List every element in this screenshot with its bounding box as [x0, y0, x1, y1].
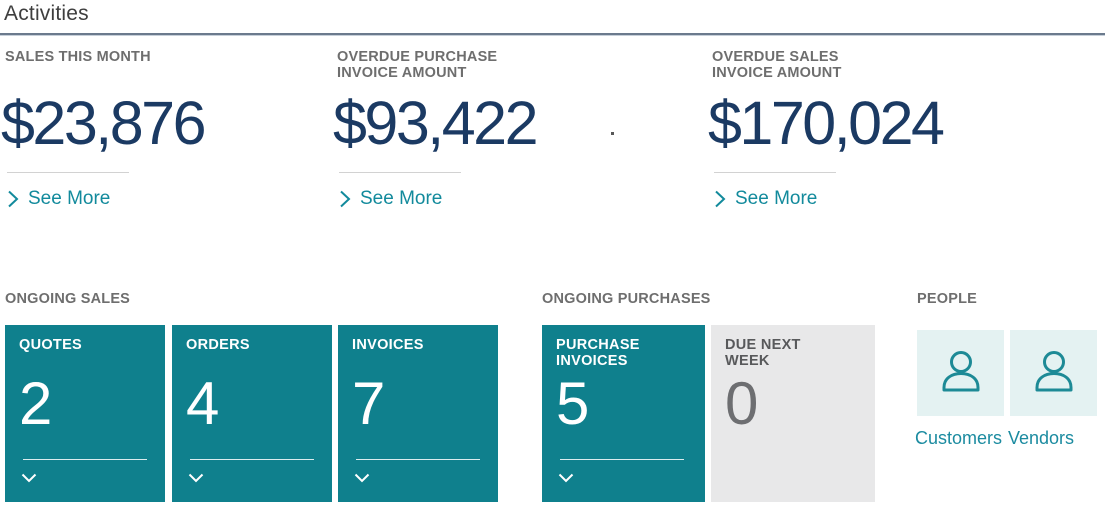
kpi-separator — [7, 172, 129, 173]
tile-label-line1: INVOICES — [352, 337, 424, 353]
see-more-link[interactable]: See More — [7, 188, 110, 210]
person-icon — [942, 351, 979, 392]
kpi-caption-line2: INVOICE AMOUNT — [337, 64, 467, 81]
kpi-value[interactable]: $170,024 — [708, 89, 945, 157]
cue-tile-quotes[interactable]: QUOTES 2 — [5, 325, 165, 502]
tile-value: 2 — [19, 370, 52, 437]
kpi-caption: OVERDUE PURCHASE INVOICE AMOUNT — [337, 49, 498, 81]
chevron-right-icon — [715, 190, 726, 208]
chevron-right-icon — [340, 190, 351, 208]
tile-underline — [23, 459, 147, 460]
see-more-link[interactable]: See More — [714, 188, 817, 210]
tile-label: DUE NEXT WEEK — [725, 337, 801, 369]
tile-underline — [190, 459, 314, 460]
tile-label-line2: WEEK — [725, 353, 770, 369]
kpi-sales-this-month: SALES THIS MONTH $23,876 See More — [1, 48, 265, 218]
kpi-caption-line1: OVERDUE SALES — [712, 49, 839, 65]
page-title: Activities — [4, 2, 89, 25]
chevron-down-icon[interactable] — [558, 473, 574, 483]
see-more-label: See More — [360, 188, 443, 209]
customers-tile[interactable] — [917, 330, 1004, 416]
customers-link[interactable]: Customers — [915, 428, 1003, 448]
chevron-down-icon[interactable] — [21, 473, 37, 483]
vendors-tile[interactable] — [1010, 330, 1097, 416]
kpi-value[interactable]: $23,876 — [1, 89, 207, 157]
tile-label: PURCHASE INVOICES — [556, 337, 640, 369]
section-caption-ongoing-sales: ONGOING SALES — [5, 291, 131, 307]
kpi-overdue-sales-invoice-amount: OVERDUE SALES INVOICE AMOUNT $170,024 Se… — [708, 48, 972, 218]
tile-value: 4 — [186, 370, 219, 437]
artifact-dot — [611, 132, 614, 135]
vendors-link[interactable]: Vendors — [1008, 428, 1075, 448]
chevron-right-icon — [8, 190, 19, 208]
kpi-caption-line1: OVERDUE PURCHASE — [337, 49, 498, 65]
person-icon — [1035, 351, 1072, 392]
tile-label-line1: QUOTES — [19, 337, 83, 353]
tile-label-line1: PURCHASE — [556, 337, 640, 353]
see-more-label: See More — [28, 188, 111, 209]
chevron-down-icon[interactable] — [354, 473, 370, 483]
kpi-caption-line1: SALES THIS MONTH — [5, 49, 151, 65]
tile-label-line1: ORDERS — [186, 337, 250, 353]
kpi-value[interactable]: $93,422 — [333, 89, 539, 157]
title-divider — [0, 33, 1105, 36]
see-more-label: See More — [735, 188, 818, 209]
tile-underline — [356, 459, 480, 460]
kpi-caption: SALES THIS MONTH — [5, 49, 151, 66]
kpi-separator — [714, 172, 836, 173]
tile-underline — [560, 459, 684, 460]
cue-tile-purchase-invoices[interactable]: PURCHASE INVOICES 5 — [542, 325, 705, 502]
tile-value: 5 — [556, 370, 589, 437]
tile-value: 0 — [725, 370, 758, 437]
kpi-caption: OVERDUE SALES INVOICE AMOUNT — [712, 49, 842, 81]
cue-tile-due-next-week: DUE NEXT WEEK 0 — [711, 325, 875, 502]
tile-label: QUOTES — [19, 337, 82, 353]
cue-tile-invoices[interactable]: INVOICES 7 — [338, 325, 498, 502]
tile-label: INVOICES — [352, 337, 424, 353]
tile-value: 7 — [352, 370, 385, 437]
tile-label-line1: DUE NEXT — [725, 337, 801, 353]
kpi-overdue-purchase-invoice-amount: OVERDUE PURCHASE INVOICE AMOUNT $93,422 … — [333, 48, 597, 218]
kpi-caption-line2: INVOICE AMOUNT — [712, 64, 842, 81]
kpi-separator — [339, 172, 461, 173]
cue-tile-orders[interactable]: ORDERS 4 — [172, 325, 332, 502]
chevron-down-icon[interactable] — [188, 473, 204, 483]
section-caption-ongoing-purchases: ONGOING PURCHASES — [542, 291, 711, 307]
section-caption-people: PEOPLE — [917, 291, 978, 307]
see-more-link[interactable]: See More — [339, 188, 442, 210]
tile-label: ORDERS — [186, 337, 250, 353]
tile-label-line2: INVOICES — [556, 353, 628, 369]
